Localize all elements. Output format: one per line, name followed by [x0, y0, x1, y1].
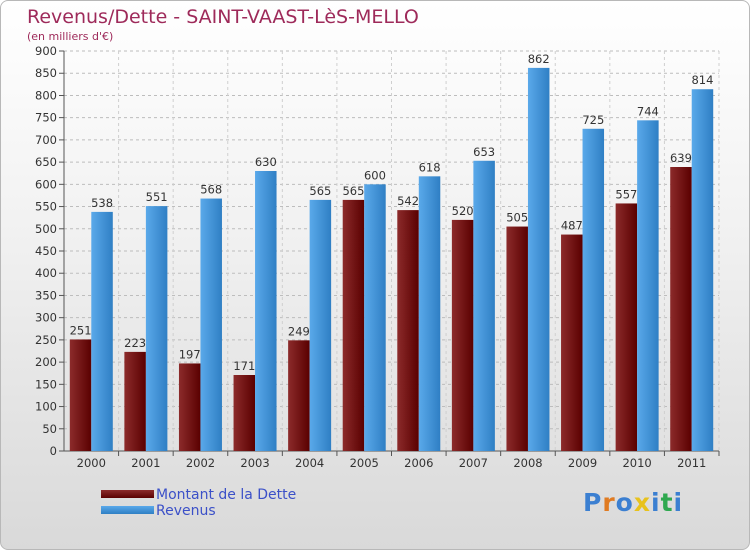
y-tick-label: 100 [35, 400, 57, 414]
data-label-dette: 249 [288, 324, 310, 338]
bar-revenus [582, 128, 605, 451]
bar-dette [124, 351, 146, 451]
bar-dette [506, 226, 528, 451]
bar-dette [451, 219, 474, 451]
data-label-revenus: 862 [528, 52, 550, 66]
data-label-revenus: 744 [637, 104, 659, 118]
data-label-dette: 251 [70, 323, 92, 337]
bar-revenus [691, 89, 714, 451]
legend-swatch-dette [101, 490, 154, 498]
bar-revenus [145, 206, 168, 451]
data-label-revenus: 551 [146, 190, 168, 204]
y-tick-label: 650 [35, 155, 57, 169]
bar-dette [397, 210, 419, 451]
bar-revenus [91, 211, 113, 451]
bar-dette [561, 234, 583, 451]
bar-dette [69, 339, 92, 451]
axes: 0 50 100 150 200 250 300 350 400 450 500 550 600 650 7… [35, 44, 720, 470]
data-label-revenus: 814 [691, 73, 713, 87]
data-label-dette: 639 [670, 151, 692, 165]
bar-dette [233, 375, 256, 451]
logo-letter: i [673, 488, 684, 517]
bar-revenus [527, 67, 550, 451]
logo-letter: o [615, 488, 634, 517]
legend-label-dette: Montant de la Dette [156, 487, 297, 503]
data-label-dette: 197 [179, 347, 201, 361]
data-label-dette: 542 [397, 194, 419, 208]
data-label-revenus: 568 [200, 183, 222, 197]
bar-dette [342, 199, 365, 451]
data-label-dette: 520 [452, 204, 474, 218]
bars [69, 67, 714, 452]
logo-letter: r [602, 488, 616, 517]
y-tick-label: 200 [35, 355, 57, 369]
y-tick-label: 0 [50, 444, 57, 458]
chart-subtitle: (en milliers d'€) [27, 30, 114, 43]
y-tick-label: 400 [35, 266, 57, 280]
proxiti-logo: Proxiti [583, 488, 683, 517]
bar-dette [615, 203, 638, 451]
bar-dette [178, 363, 201, 451]
legend-label-revenus: Revenus [156, 503, 216, 519]
data-label-revenus: 725 [582, 113, 604, 127]
bar-revenus [200, 198, 222, 451]
data-label-dette: 487 [561, 219, 583, 233]
x-tick-label: 2008 [513, 456, 542, 470]
y-tick-label: 50 [42, 422, 57, 436]
data-label-revenus: 630 [255, 155, 277, 169]
bar-revenus [473, 160, 495, 451]
data-label-dette: 223 [124, 336, 146, 350]
bar-dette [670, 167, 692, 451]
y-tick-label: 800 [35, 88, 57, 102]
y-tick-label: 450 [35, 244, 57, 258]
x-tick-label: 2006 [404, 456, 433, 470]
data-label-dette: 171 [233, 359, 255, 373]
y-tick-label: 900 [35, 44, 57, 58]
legend-swatch-revenus [101, 506, 154, 514]
x-tick-label: 2007 [459, 456, 488, 470]
data-label-revenus: 653 [473, 145, 495, 159]
bar-revenus [637, 120, 659, 451]
x-tick-label: 2009 [568, 456, 597, 470]
x-tick-label: 2000 [77, 456, 106, 470]
y-tick-label: 350 [35, 288, 57, 302]
y-tick-label: 750 [35, 111, 57, 125]
data-label-dette: 505 [506, 211, 528, 225]
x-tick-label: 2010 [622, 456, 651, 470]
x-tick-label: 2004 [295, 456, 324, 470]
bar-revenus [418, 176, 441, 452]
y-tick-label: 250 [35, 333, 57, 347]
bar-revenus [255, 171, 277, 451]
x-tick-label: 2002 [186, 456, 215, 470]
chart-title: Revenus/Dette - SAINT-VAAST-LèS-MELLO [27, 6, 419, 28]
data-label-revenus: 565 [309, 184, 331, 198]
logo-letter: P [583, 488, 603, 517]
x-tick-label: 2003 [240, 456, 269, 470]
y-tick-label: 150 [35, 377, 57, 391]
x-tick-label: 2005 [350, 456, 379, 470]
logo-letter: x [633, 488, 651, 517]
logo-letter: t [660, 488, 674, 517]
data-label-revenus: 618 [419, 160, 441, 174]
data-label-dette: 565 [342, 184, 364, 198]
y-tick-label: 700 [35, 133, 57, 147]
data-label-revenus: 538 [91, 196, 113, 210]
y-tick-label: 550 [35, 200, 57, 214]
x-tick-label: 2001 [131, 456, 160, 470]
data-label-dette: 557 [615, 187, 637, 201]
bar-revenus [364, 184, 386, 452]
y-tick-label: 500 [35, 222, 57, 236]
bar-dette [288, 340, 310, 451]
y-tick-label: 300 [35, 311, 57, 325]
x-tick-label: 2011 [677, 456, 706, 470]
y-tick-label: 850 [35, 66, 57, 80]
logo-letter: i [651, 488, 661, 517]
y-tick-label: 600 [35, 177, 57, 191]
bar-revenus [309, 199, 332, 451]
data-label-revenus: 600 [364, 168, 386, 182]
